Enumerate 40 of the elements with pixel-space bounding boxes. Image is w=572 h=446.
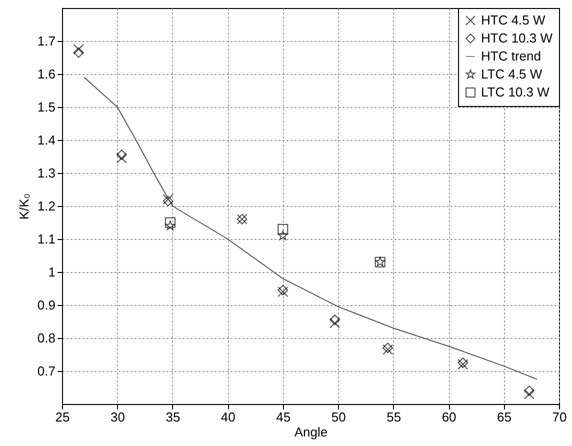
y-tick-label: 0.7 — [37, 364, 56, 378]
x-tick-label: 50 — [331, 410, 346, 424]
x-tick-label: 60 — [442, 410, 456, 424]
point — [165, 220, 176, 230]
point — [524, 388, 534, 400]
point — [73, 44, 84, 54]
point — [524, 386, 534, 396]
y-tick-label: 1.6 — [37, 66, 56, 82]
y-tick-label: 1.3 — [37, 166, 56, 180]
y-tick-label: 1.4 — [37, 132, 56, 148]
legend-label: HTC 4.5 W — [481, 12, 546, 28]
x-tick-label: 65 — [497, 410, 512, 424]
x-tick-label: 30 — [110, 410, 125, 424]
y-tick-label: 1.2 — [37, 198, 56, 214]
point — [73, 47, 84, 58]
y-axis-title: K/K₀ — [16, 193, 32, 220]
y-tick-label: 0.9 — [37, 298, 56, 312]
y-tick-label: 1 — [48, 264, 56, 280]
point — [330, 314, 340, 326]
point — [330, 318, 340, 328]
x-tick-label: 45 — [276, 410, 291, 424]
y-tick-label: 1.1 — [37, 232, 56, 246]
point — [116, 152, 127, 164]
point — [278, 230, 288, 240]
x-tick-label: 35 — [166, 410, 180, 424]
x-tick-label: 70 — [552, 410, 567, 424]
legend-label: LTC 4.5 W — [481, 66, 543, 82]
x-tick-label: 25 — [55, 410, 70, 424]
point — [278, 224, 288, 234]
x-axis-title: Angle — [294, 424, 328, 440]
legend-label: HTC trend — [481, 48, 541, 64]
legend-label: HTC 10.3 W — [481, 30, 554, 46]
legend-label: LTC 10.3 W — [481, 84, 550, 100]
y-tick-label: 1.7 — [37, 34, 56, 48]
x-tick-label: 55 — [386, 410, 402, 424]
y-tick-label: 0.8 — [37, 330, 56, 346]
point — [116, 150, 127, 160]
point — [164, 217, 176, 228]
y-tick-label: 1.5 — [37, 100, 56, 114]
x-tick-label: 40 — [220, 410, 236, 424]
